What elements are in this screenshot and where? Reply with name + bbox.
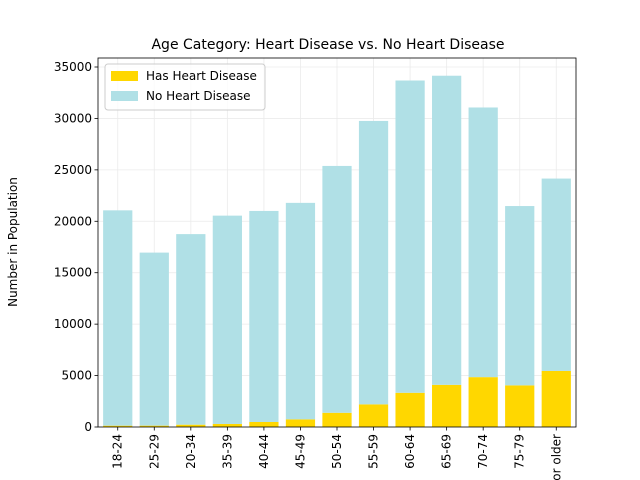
bar	[103, 425, 133, 427]
x-tick-label: 70-74	[476, 434, 490, 469]
legend-swatch	[111, 71, 138, 81]
x-tick-label: 60-64	[403, 434, 417, 469]
bar	[468, 107, 498, 378]
x-tick-label: 45-49	[293, 434, 307, 469]
bar	[212, 423, 242, 427]
x-tick-label: 55-59	[367, 434, 381, 469]
bar	[285, 419, 316, 427]
legend-label: Has Heart Disease	[146, 69, 257, 83]
bar	[103, 210, 133, 426]
bar	[176, 234, 206, 425]
y-tick-label: 15000	[54, 266, 92, 280]
legend-swatch	[111, 91, 138, 101]
bar	[541, 370, 571, 427]
bar	[249, 210, 279, 423]
x-tick-label: 50-54	[330, 434, 344, 469]
x-tick-label: 65-69	[440, 434, 454, 469]
bar	[395, 392, 425, 427]
chart-title: Age Category: Heart Disease vs. No Heart…	[151, 37, 504, 53]
bar	[322, 165, 352, 413]
x-tick-label: 75-79	[513, 434, 527, 469]
y-tick-label: 25000	[54, 163, 92, 177]
bar	[505, 385, 535, 427]
y-tick-label: 30000	[54, 111, 92, 125]
legend-label: No Heart Disease	[146, 89, 251, 103]
x-tick-label: 35-39	[220, 434, 234, 469]
bar	[358, 120, 389, 405]
x-tick-label: 40-44	[257, 434, 271, 469]
x-tick-label: 18-24	[111, 434, 125, 469]
y-tick-label: 5000	[61, 369, 92, 383]
bar	[139, 252, 169, 426]
y-tick-label: 10000	[54, 317, 92, 331]
bar	[176, 424, 206, 427]
bar	[285, 202, 316, 420]
bar	[432, 384, 462, 427]
x-tick-label: 80 or older	[549, 434, 563, 480]
x-tick-label: 25-29	[147, 434, 161, 469]
y-tick-label: 0	[84, 420, 92, 434]
bar	[139, 425, 169, 427]
x-tick-label: 20-34	[184, 434, 198, 469]
legend-box	[104, 63, 266, 111]
y-tick-label: 35000	[54, 60, 92, 74]
bar	[322, 412, 352, 427]
bar	[541, 178, 571, 371]
bar	[468, 377, 498, 427]
y-axis-label: Number in Population	[6, 177, 20, 307]
y-tick-label: 20000	[54, 214, 92, 228]
bar	[249, 422, 279, 427]
bar	[505, 206, 535, 386]
bar	[432, 75, 462, 385]
bar	[395, 80, 425, 393]
bar	[212, 215, 242, 424]
bar	[358, 404, 389, 427]
